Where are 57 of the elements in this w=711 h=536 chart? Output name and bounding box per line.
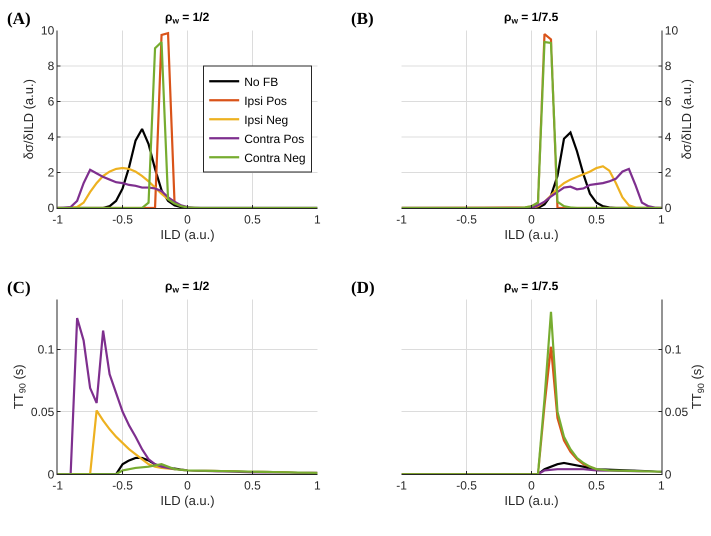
x-tick-label: 1 bbox=[314, 212, 322, 226]
x-tick-label: 0.5 bbox=[588, 212, 606, 226]
chart-title: ρ$_{w}$ = 1/7.5 bbox=[504, 10, 559, 26]
chart-title: ρ$_{w}$ = 1/2 bbox=[165, 279, 210, 295]
x-tick-label: 0 bbox=[528, 478, 536, 493]
x-tick-label: -0.5 bbox=[456, 478, 478, 493]
x-tick-label: 0 bbox=[184, 478, 192, 493]
y-tick-label: 0 bbox=[48, 467, 55, 482]
y-tick-label: 2 bbox=[664, 166, 672, 180]
x-axis-title: ILD (a.u.) bbox=[504, 493, 559, 508]
x-axis-title: ILD (a.u.) bbox=[504, 226, 559, 242]
x-tick-label: 0 bbox=[184, 212, 192, 226]
x-tick-label: 0.5 bbox=[244, 212, 262, 226]
x-tick-label: 1 bbox=[314, 478, 322, 493]
y-tick-label: 8 bbox=[48, 59, 55, 74]
x-tick-label: 0.5 bbox=[588, 478, 606, 493]
y-tick-label: 8 bbox=[664, 59, 672, 74]
y-tick-label: 0 bbox=[664, 467, 672, 482]
y-tick-label: 0.05 bbox=[664, 404, 688, 419]
x-tick-label: -0.5 bbox=[112, 478, 134, 493]
x-axis-title: ILD (a.u.) bbox=[160, 493, 215, 508]
legend-label: Contra Neg bbox=[244, 150, 306, 165]
text: (B) bbox=[351, 9, 374, 28]
y-axis-title: δσ/δILD (a.u.) bbox=[20, 79, 36, 160]
x-tick-label: 0 bbox=[528, 212, 536, 226]
x-tick-label: -1 bbox=[52, 212, 64, 226]
text: (A) bbox=[7, 9, 31, 28]
y-tick-label: 4 bbox=[664, 130, 672, 144]
legend-label: Contra Pos bbox=[244, 132, 304, 146]
chart-title: ρ$_{w}$ = 1/2 bbox=[165, 10, 210, 26]
x-tick-label: -0.5 bbox=[456, 212, 478, 226]
x-tick-label: 1 bbox=[658, 212, 666, 226]
y-tick-label: 0 bbox=[664, 201, 672, 216]
legend-label: Ipsi Pos bbox=[244, 94, 287, 108]
x-tick-label: 1 bbox=[658, 478, 666, 493]
y-axis-title: δσ/δILD (a.u.) bbox=[679, 79, 694, 160]
y-tick-label: 2 bbox=[48, 166, 55, 180]
x-axis-title: ILD (a.u.) bbox=[160, 226, 215, 242]
text: (D) bbox=[351, 278, 375, 297]
y-tick-label: 0.05 bbox=[30, 404, 55, 419]
y-tick-label: 6 bbox=[664, 94, 672, 109]
y-tick-label: 0 bbox=[48, 201, 55, 216]
y-tick-label: 6 bbox=[48, 94, 55, 109]
legend-label: Ipsi Neg bbox=[244, 112, 288, 127]
legend-label: No FB bbox=[244, 74, 278, 89]
x-tick-label: -1 bbox=[396, 478, 408, 493]
x-tick-label: -1 bbox=[52, 478, 64, 493]
x-tick-label: -0.5 bbox=[112, 212, 134, 226]
y-tick-label: 10 bbox=[664, 24, 678, 38]
chart-title: ρ$_{w}$ = 1/7.5 bbox=[504, 279, 559, 295]
y-tick-label: 0.1 bbox=[664, 342, 682, 356]
y-tick-label: 0.1 bbox=[38, 342, 55, 356]
x-tick-label: 0.5 bbox=[244, 478, 262, 493]
text: (C) bbox=[7, 278, 31, 297]
y-tick-label: 4 bbox=[48, 130, 55, 144]
y-tick-label: 10 bbox=[40, 24, 55, 38]
x-tick-label: -1 bbox=[396, 212, 408, 226]
